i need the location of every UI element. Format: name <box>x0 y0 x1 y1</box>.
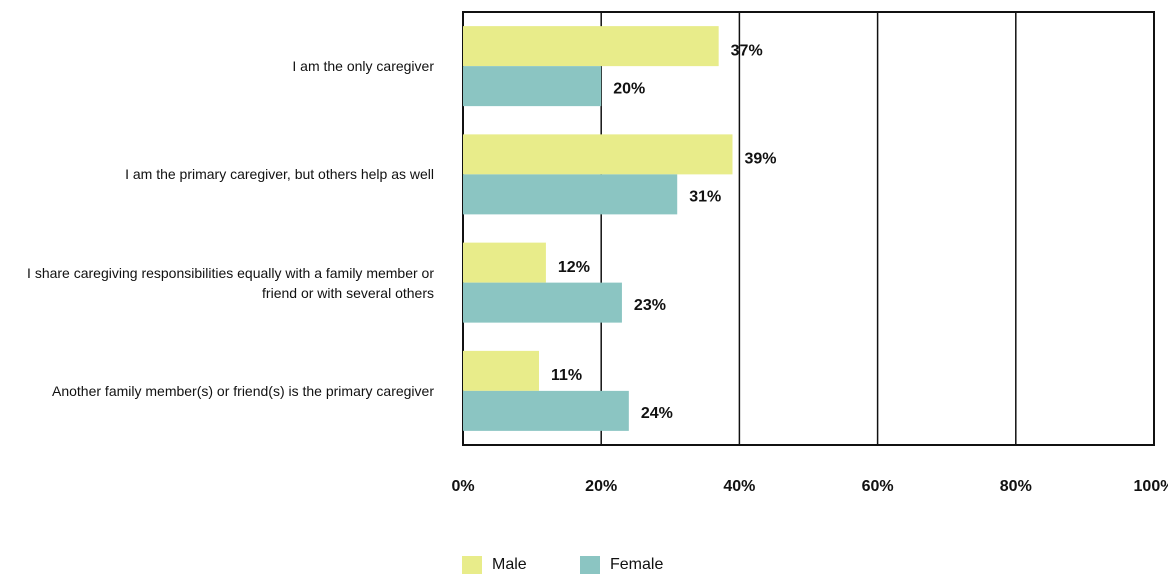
legend-label: Male <box>492 556 527 573</box>
x-tick-label: 60% <box>862 478 894 495</box>
legend-swatch <box>580 556 600 574</box>
category-label: Another family member(s) or friend(s) is… <box>52 382 434 399</box>
category-label: I share caregiving responsibilities equa… <box>27 264 434 301</box>
bar <box>463 282 622 323</box>
category-label: I am the only caregiver <box>292 58 434 75</box>
x-tick-label: 80% <box>1000 478 1032 495</box>
legend-label: Female <box>610 556 663 573</box>
value-label: 31% <box>689 189 721 206</box>
plot-frame <box>462 11 1155 446</box>
value-label: 23% <box>634 297 666 314</box>
x-tick-label: 40% <box>723 478 755 495</box>
x-tick-label: 20% <box>585 478 617 495</box>
value-label: 12% <box>558 259 590 276</box>
value-label: 37% <box>731 42 763 59</box>
bar <box>463 26 719 67</box>
x-tick-label: 100% <box>1134 478 1168 495</box>
value-label: 39% <box>744 151 776 168</box>
bar <box>463 174 678 215</box>
bar <box>463 350 540 391</box>
value-label: 20% <box>613 80 645 97</box>
bar <box>463 66 602 107</box>
x-tick-label: 0% <box>451 478 474 495</box>
bar <box>463 390 629 431</box>
legend-swatch <box>462 556 482 574</box>
bar <box>463 134 733 175</box>
category-label: I am the primary caregiver, but others h… <box>125 166 434 183</box>
value-label: 11% <box>551 367 582 384</box>
value-label: 24% <box>641 405 673 422</box>
bar <box>463 242 546 283</box>
